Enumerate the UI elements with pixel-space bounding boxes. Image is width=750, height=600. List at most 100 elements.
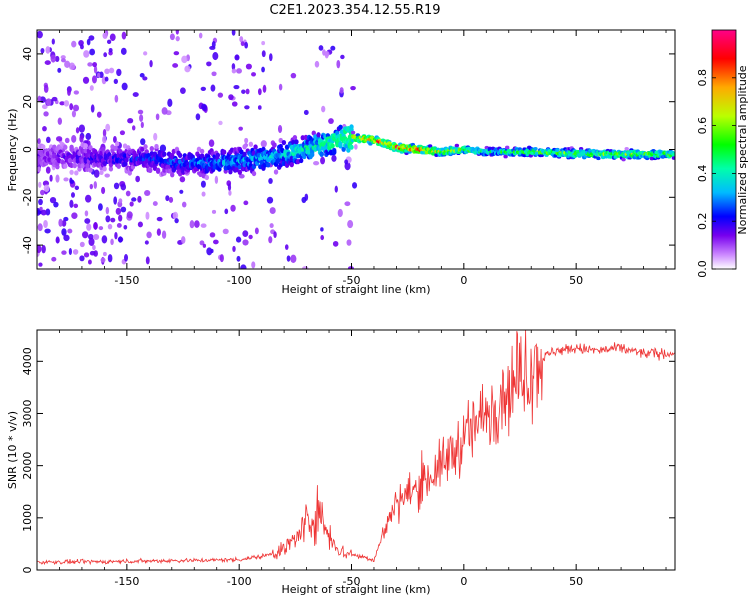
spectrogram-noise-cell: [104, 76, 109, 82]
spectrogram-panel: -150 -100 -50 0 50 -40 -20 0 20 40 Height of stra…: [6, 29, 676, 296]
spectrogram-noise-cell: [137, 195, 142, 203]
x-tick-label: -100: [227, 274, 252, 287]
spectrogram-noise-cell: [49, 174, 53, 182]
spectrogram-noise-cell: [102, 128, 107, 137]
spectrogram-noise-cell: [236, 68, 242, 74]
spectrogram-signal-cell: [237, 169, 243, 175]
spectrogram-noise-cell: [320, 227, 324, 232]
y-tick-label: 1000: [21, 504, 34, 532]
spectrogram-noise-cell: [40, 189, 45, 196]
spectrogram-noise-cell: [168, 196, 174, 203]
spectrogram-signal-cell: [316, 132, 321, 138]
spectrogram-noise-cell: [40, 209, 47, 216]
y-tick-label: 0: [21, 567, 34, 574]
spectrogram-noise-cell: [260, 140, 267, 148]
spectrogram-noise-cell: [269, 207, 276, 214]
spectrogram-noise-cell: [251, 261, 256, 269]
spectrogram-noise-cell: [88, 237, 95, 247]
spectrogram-noise-cell: [91, 75, 97, 84]
spectrogram-noise-cell: [71, 40, 77, 48]
x-tick-label: 50: [569, 274, 583, 287]
spectrogram-signal-cell: [596, 156, 601, 161]
spectrogram-noise-cell: [118, 198, 123, 204]
spectrogram-noise-cell: [137, 221, 143, 228]
spectrogram-signal-cell: [242, 144, 247, 150]
spectrogram-noise-cell: [96, 111, 102, 118]
spectrogram-noise-cell: [222, 228, 229, 235]
colorbar-tick-label: 0.0: [696, 260, 709, 278]
spectrogram-noise-cell: [41, 104, 48, 110]
spectrogram-noise-cell: [63, 177, 69, 182]
spectrogram-signal-cell: [74, 170, 79, 176]
spectrogram-signal-cell: [69, 169, 74, 175]
spectrogram-signal-cell: [454, 143, 460, 148]
spectrogram-noise-cell: [79, 135, 84, 143]
spectrogram-noise-cell: [101, 186, 106, 195]
spectrogram-noise-cell: [73, 203, 79, 209]
spectrogram-signal-cell: [242, 151, 247, 157]
spectrogram-noise-cell: [126, 211, 133, 219]
spectrogram-noise-cell: [228, 94, 234, 101]
spectrogram-noise-cell: [248, 234, 253, 240]
spectrogram-noise-cell: [328, 118, 334, 124]
colorbar-tick-label: 0.8: [696, 69, 709, 87]
spectrogram-noise-cell: [120, 206, 127, 213]
colorbar-tick-label: 0.6: [696, 117, 709, 135]
spectrogram-signal-cell: [273, 169, 279, 175]
spectrogram-noise-cell: [109, 33, 116, 42]
spectrogram-noise-cell: [37, 138, 41, 145]
spectrogram-signal-cell: [63, 144, 68, 150]
spectrogram-noise-cell: [278, 83, 283, 91]
spectrogram-noise-cell: [228, 190, 232, 196]
spectrogram-signal-cell: [265, 162, 271, 168]
spectrogram-noise-cell: [139, 114, 144, 122]
spectrogram-noise-cell: [212, 52, 219, 61]
spectrogram-noise-cell: [84, 194, 92, 203]
spectrogram-noise-cell: [39, 206, 43, 211]
spectrogram-noise-cell: [120, 183, 127, 191]
spectrogram-noise-cell: [61, 219, 67, 227]
spectrogram-noise-cell: [37, 95, 42, 102]
spectrogram-noise-cell: [45, 208, 51, 216]
spectrogram-noise-cell: [167, 98, 173, 107]
spectrogram-noise-cell: [80, 44, 84, 50]
spectrogram-noise-cell: [156, 216, 163, 222]
spectrogram-noise-cell: [70, 192, 75, 198]
spectrogram-noise-cell: [68, 247, 72, 256]
spectrogram-noise-cell: [336, 59, 341, 69]
spectrogram-noise-cell: [131, 197, 137, 202]
spectrogram-noise-cell: [218, 120, 223, 126]
spectrogram-noise-cell: [257, 105, 262, 110]
spectrogram-noise-cell: [202, 243, 207, 248]
spectrogram-noise-cell: [231, 30, 236, 36]
spectrogram-noise-cell: [156, 228, 161, 236]
y-tick-label: -40: [21, 236, 34, 254]
spectrogram-noise-cell: [209, 45, 216, 50]
spectrogram-noise-cell: [120, 47, 127, 55]
spectrogram-noise-cell: [244, 137, 249, 144]
spectrogram-noise-cell: [125, 190, 131, 197]
spectrogram-noise-cell: [38, 262, 43, 267]
spectrogram-heatmap: [37, 30, 675, 269]
spectrogram-signal-cell: [503, 154, 508, 159]
spectrogram-noise-cell: [142, 76, 148, 81]
spectrogram-noise-cell: [89, 48, 96, 56]
spectrogram-noise-cell: [67, 88, 71, 96]
spectrogram-noise-cell: [269, 223, 274, 229]
spectrogram-signal-cell: [234, 167, 239, 173]
spectrogram-noise-cell: [350, 86, 356, 91]
spectrogram-noise-cell: [201, 103, 207, 111]
spectrogram-noise-cell: [93, 169, 100, 178]
spectrogram-noise-cell: [90, 104, 95, 113]
spectrogram-noise-cell: [235, 236, 242, 243]
spectrogram-noise-cell: [284, 244, 289, 250]
spectrogram-noise-cell: [108, 67, 115, 74]
spectrogram-noise-cell: [303, 109, 309, 116]
spectrogram-signal-cell: [88, 144, 93, 151]
spectrogram-noise-cell: [262, 84, 267, 93]
spectrogram-noise-cell: [121, 82, 128, 91]
spectrogram-noise-cell: [110, 238, 114, 246]
spectrogram-noise-cell: [175, 30, 179, 35]
snr-series-line: [37, 330, 675, 566]
